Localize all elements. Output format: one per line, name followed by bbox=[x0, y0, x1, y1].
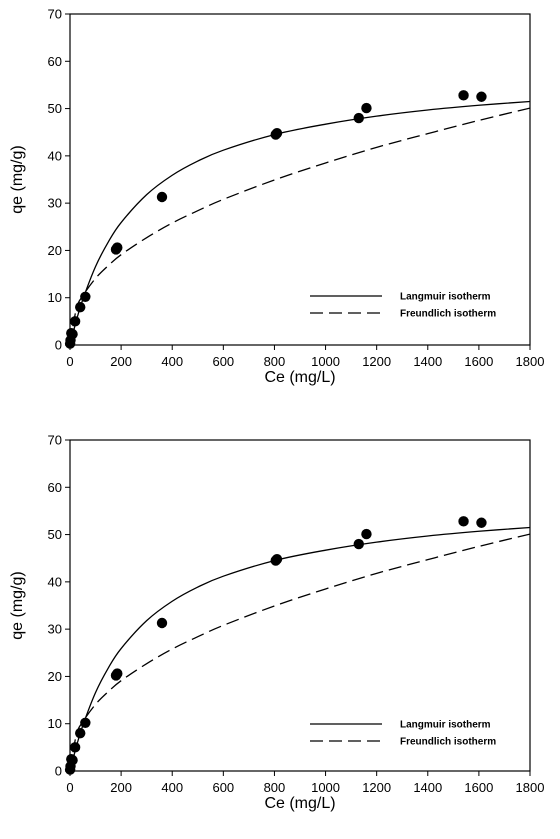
legend-label: Freundlich isotherm bbox=[400, 309, 496, 320]
y-axis-title: qe (mg/g) bbox=[9, 571, 26, 639]
y-tick-label: 40 bbox=[48, 574, 62, 589]
x-tick-label: 400 bbox=[161, 780, 183, 795]
data-point bbox=[75, 727, 86, 739]
chart-1: 0 10 20 30 40 50 60 70 0 200 400 600 800 1000 1200 1400… bbox=[9, 7, 544, 387]
y-tick-label: 0 bbox=[55, 764, 62, 779]
x-tick-label: 600 bbox=[212, 354, 234, 369]
y-tick-label: 20 bbox=[48, 243, 62, 258]
x-tick-label: 0 bbox=[66, 780, 73, 795]
x-axis-title: Ce (mg/L) bbox=[264, 369, 335, 386]
data-point bbox=[156, 191, 168, 203]
x-tick-label: 1000 bbox=[311, 780, 340, 795]
y-tick-label: 50 bbox=[48, 527, 62, 542]
legend-label: Langmuir isotherm bbox=[400, 720, 491, 731]
data-point bbox=[69, 316, 81, 327]
y-tick-label: 30 bbox=[48, 196, 62, 211]
x-tick-label: 600 bbox=[212, 780, 234, 795]
data-point bbox=[353, 112, 364, 124]
data-point bbox=[458, 90, 469, 101]
x-tick-label: 1800 bbox=[516, 354, 545, 369]
y-tick-label: 30 bbox=[48, 622, 62, 637]
data-point bbox=[361, 528, 372, 540]
data-point bbox=[75, 301, 86, 313]
x-tick-label: 200 bbox=[110, 354, 132, 369]
x-tick-label: 1400 bbox=[413, 354, 442, 369]
y-tick-label: 70 bbox=[48, 7, 62, 22]
x-tick-label: 400 bbox=[161, 354, 183, 369]
x-axis-title: Ce (mg/L) bbox=[264, 795, 335, 812]
x-tick-label: 1000 bbox=[311, 354, 340, 369]
langmuir-curve bbox=[70, 100, 530, 345]
data-point bbox=[458, 516, 469, 527]
plot-frame bbox=[69, 439, 531, 772]
data-point bbox=[69, 742, 81, 753]
x-tick-label: 800 bbox=[264, 780, 286, 795]
y-tick-label: 40 bbox=[48, 148, 62, 163]
y-tick-label: 50 bbox=[48, 101, 62, 116]
x-tick-label: 1800 bbox=[516, 780, 545, 795]
data-point bbox=[353, 538, 364, 550]
legend-label: Freundlich isotherm bbox=[400, 737, 496, 748]
data-point bbox=[112, 242, 123, 253]
x-tick-label: 800 bbox=[264, 354, 286, 369]
x-tick-label: 1200 bbox=[362, 354, 391, 369]
freundlich-curve bbox=[70, 107, 530, 345]
x-tick-label: 1400 bbox=[413, 780, 442, 795]
x-tick-label: 1600 bbox=[464, 354, 493, 369]
x-tick-label: 1600 bbox=[464, 780, 493, 795]
legend-label: Langmuir isotherm bbox=[400, 292, 491, 303]
y-tick-label: 20 bbox=[48, 669, 62, 684]
freundlich-curve bbox=[70, 533, 530, 771]
data-point bbox=[361, 102, 372, 114]
y-axis-title: qe (mg/g) bbox=[9, 145, 26, 213]
y-tick-label: 10 bbox=[48, 716, 62, 731]
data-point bbox=[271, 127, 283, 139]
data-point bbox=[112, 668, 123, 679]
y-tick-label: 70 bbox=[48, 433, 62, 448]
x-tick-label: 0 bbox=[66, 354, 73, 369]
chart-2: 0 10 20 30 40 50 60 70 0 200 400 600 800 1000 1200 1400… bbox=[9, 433, 544, 813]
data-point bbox=[67, 328, 78, 340]
data-point bbox=[271, 553, 283, 565]
plot-frame bbox=[69, 13, 531, 346]
x-tick-label: 1200 bbox=[362, 780, 391, 795]
data-point bbox=[476, 91, 487, 102]
y-tick-label: 0 bbox=[55, 338, 62, 353]
langmuir-curve bbox=[70, 526, 530, 771]
data-point bbox=[476, 517, 487, 528]
x-tick-label: 200 bbox=[110, 780, 132, 795]
data-point bbox=[80, 717, 91, 728]
y-tick-label: 60 bbox=[48, 480, 62, 495]
data-point bbox=[80, 291, 91, 302]
y-tick-label: 60 bbox=[48, 54, 62, 69]
y-tick-label: 10 bbox=[48, 290, 62, 305]
data-point bbox=[67, 754, 78, 766]
data-point bbox=[156, 617, 168, 629]
